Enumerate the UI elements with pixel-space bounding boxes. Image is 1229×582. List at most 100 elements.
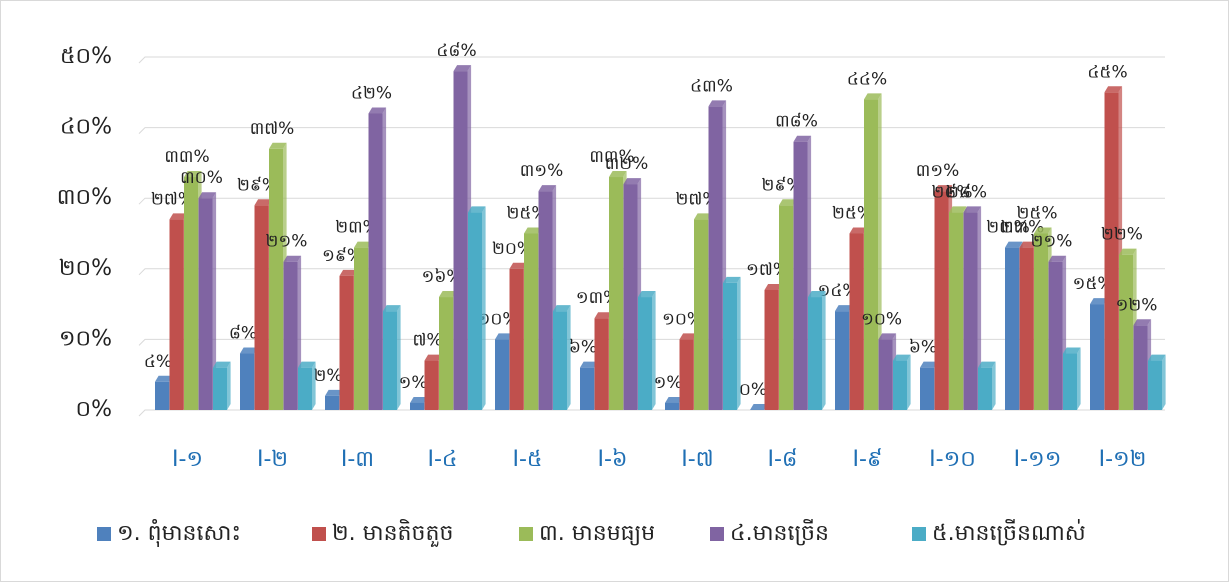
- bar: [325, 395, 339, 410]
- value-label: ៤២%: [351, 83, 392, 103]
- bar-top: [920, 361, 938, 368]
- bar: [509, 268, 524, 410]
- bar-top: [424, 354, 443, 361]
- bar: [893, 360, 907, 410]
- value-label: ២០%: [492, 239, 533, 259]
- value-label: ២៥%: [1016, 204, 1057, 224]
- bar-top: [949, 206, 967, 213]
- bar-top: [453, 65, 472, 72]
- bar-top: [383, 305, 401, 312]
- bar-top: [269, 142, 287, 149]
- bar: [694, 219, 708, 410]
- value-label: ៣១%: [520, 161, 564, 181]
- bar-top: [1005, 241, 1023, 248]
- bar: [383, 311, 397, 410]
- bar-top: [893, 354, 911, 361]
- value-label: ៣២%: [605, 154, 649, 174]
- grid-line: [138, 197, 1165, 205]
- bar: [609, 177, 623, 410]
- value-label: ២៥%: [832, 204, 873, 224]
- bar-side: [822, 291, 826, 410]
- bar-top: [1090, 298, 1108, 305]
- bar: [339, 275, 354, 410]
- bar-top: [623, 178, 642, 185]
- bar: [1019, 247, 1034, 410]
- bar-top: [764, 283, 783, 290]
- value-label: ២៣%: [986, 218, 1030, 238]
- bar: [934, 191, 949, 410]
- bar-side: [212, 192, 217, 410]
- bar: [1005, 247, 1019, 410]
- x-tick-label: I-១០: [929, 447, 976, 472]
- bar: [410, 402, 424, 410]
- grid-line: [138, 268, 1165, 276]
- value-label: ០%: [739, 380, 767, 400]
- bar: [679, 339, 694, 410]
- value-label: ២២%: [1101, 225, 1143, 245]
- value-label: ១០%: [662, 309, 703, 329]
- legend-swatch: [710, 527, 724, 541]
- value-label: ១៥%: [1072, 274, 1113, 294]
- y-tick-label: ៥០%: [60, 44, 112, 69]
- legend-label: ៤.មានច្រើន: [730, 519, 829, 546]
- value-label: ៤៥%: [1087, 62, 1127, 82]
- bar: [920, 367, 934, 410]
- bar: [849, 233, 864, 410]
- value-label: ២៣%: [335, 218, 379, 238]
- bar-top: [538, 185, 557, 192]
- legend-swatch: [312, 527, 326, 541]
- bar: [580, 367, 594, 410]
- bar-side: [652, 291, 656, 410]
- x-tick-label: I-១: [172, 447, 203, 472]
- bar-top: [1034, 227, 1052, 234]
- bar: [1148, 360, 1162, 410]
- value-label: ២៧%: [676, 189, 719, 209]
- bar-top: [354, 241, 372, 248]
- bar-top: [495, 333, 513, 340]
- value-label: ៤៨%: [436, 41, 476, 61]
- x-tick-label: I-៥: [512, 447, 542, 472]
- bar: [779, 205, 793, 410]
- value-label: ៣៣%: [164, 147, 209, 167]
- bar-top: [254, 199, 273, 206]
- bar: [439, 297, 453, 410]
- bar-side: [312, 361, 316, 410]
- bar-top: [878, 333, 897, 340]
- x-tick-label: I-១១: [1014, 447, 1062, 472]
- x-tick-label: I-៦: [597, 447, 627, 472]
- bar-top: [155, 375, 173, 382]
- value-label: ៣១%: [916, 161, 960, 181]
- value-label: ៦%: [569, 338, 597, 358]
- bar: [1104, 92, 1119, 411]
- bar-top: [1019, 241, 1038, 248]
- bar-top: [835, 305, 853, 312]
- bar: [638, 297, 652, 410]
- value-label: ១៣%: [576, 288, 620, 308]
- bar: [793, 141, 808, 410]
- bar-top: [1063, 347, 1081, 354]
- legend-label: ១. ពុំមានសោះ: [117, 519, 241, 547]
- value-label: ១%: [398, 373, 427, 393]
- bar-top: [679, 333, 698, 340]
- bar: [198, 198, 213, 410]
- bar-top: [793, 135, 812, 142]
- value-label: ៨%: [229, 324, 257, 344]
- bar: [269, 148, 283, 410]
- bar-side: [737, 276, 741, 410]
- bar: [354, 247, 368, 410]
- y-tick-label: ៣០%: [57, 185, 112, 210]
- bar-side: [1077, 347, 1081, 410]
- bar: [184, 177, 198, 410]
- bar-side: [977, 206, 982, 410]
- bar: [453, 71, 468, 411]
- value-label: ៣៧%: [250, 119, 295, 139]
- value-label: ៤៤%: [847, 69, 887, 89]
- value-label: ១៦%: [421, 267, 462, 287]
- bar-top: [198, 192, 217, 199]
- y-tick-label: ១០%: [59, 326, 112, 351]
- grid-line: [138, 127, 1165, 134]
- bar-top: [1133, 319, 1152, 326]
- bar-side: [227, 361, 231, 410]
- bar-top: [580, 361, 598, 368]
